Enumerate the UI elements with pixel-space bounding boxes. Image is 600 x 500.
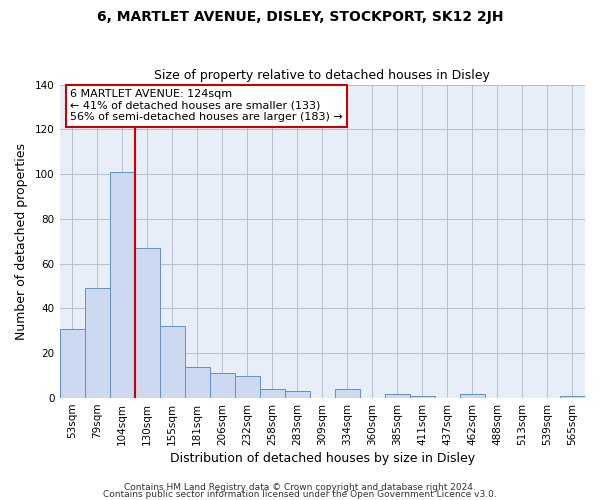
Bar — [160, 326, 185, 398]
Bar — [85, 288, 110, 398]
Bar — [134, 248, 160, 398]
Text: 6, MARTLET AVENUE, DISLEY, STOCKPORT, SK12 2JH: 6, MARTLET AVENUE, DISLEY, STOCKPORT, SK… — [97, 10, 503, 24]
Bar — [285, 392, 310, 398]
Bar — [209, 374, 235, 398]
Y-axis label: Number of detached properties: Number of detached properties — [15, 143, 28, 340]
Bar — [260, 389, 285, 398]
Bar — [460, 394, 485, 398]
Bar — [410, 396, 435, 398]
Bar — [235, 376, 260, 398]
Text: 6 MARTLET AVENUE: 124sqm
← 41% of detached houses are smaller (133)
56% of semi-: 6 MARTLET AVENUE: 124sqm ← 41% of detach… — [70, 90, 343, 122]
Bar — [560, 396, 585, 398]
Bar — [185, 366, 209, 398]
Text: Contains public sector information licensed under the Open Government Licence v3: Contains public sector information licen… — [103, 490, 497, 499]
Bar — [385, 394, 410, 398]
Bar — [59, 328, 85, 398]
X-axis label: Distribution of detached houses by size in Disley: Distribution of detached houses by size … — [170, 452, 475, 465]
Text: Contains HM Land Registry data © Crown copyright and database right 2024.: Contains HM Land Registry data © Crown c… — [124, 484, 476, 492]
Bar — [110, 172, 134, 398]
Title: Size of property relative to detached houses in Disley: Size of property relative to detached ho… — [154, 69, 490, 82]
Bar — [335, 389, 360, 398]
